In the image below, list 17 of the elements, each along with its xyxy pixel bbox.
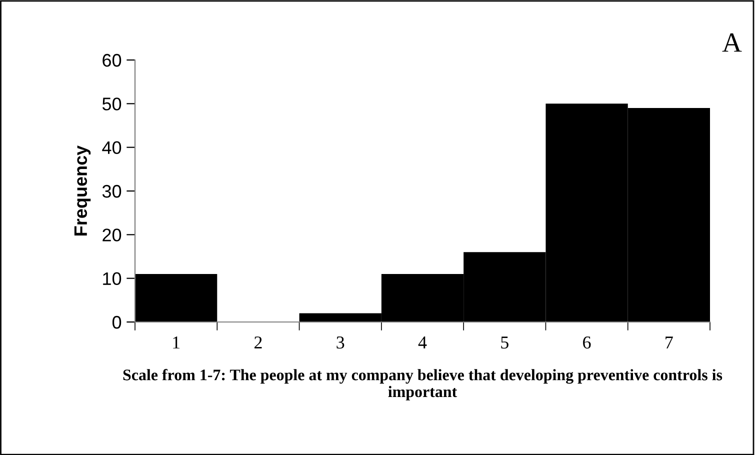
x-tick-label: 2 <box>254 336 262 348</box>
x-tick-label: 3 <box>336 336 344 349</box>
text: A <box>722 33 742 52</box>
y-tick-label: 0 <box>112 316 122 329</box>
x-tick-label: 7 <box>666 336 673 348</box>
y-tick-label: 10 <box>103 272 122 286</box>
y-axis-title: Frequency <box>74 145 91 236</box>
x-tick-label: 5 <box>501 336 508 349</box>
y-tick-label: 60 <box>102 54 122 67</box>
y-tick-label: 40 <box>102 141 122 154</box>
y-tick-label: 50 <box>102 98 122 110</box>
x-tick-label: 1 <box>173 336 180 348</box>
x-tick-label: 4 <box>418 336 427 348</box>
y-tick-label: 20 <box>102 228 122 242</box>
x-tick-label: 6 <box>583 336 591 349</box>
x-axis-title: Scale from 1-7: The people at my company believe that developing preventive controls is important <box>123 368 722 400</box>
y-tick-label: 30 <box>102 184 122 198</box>
